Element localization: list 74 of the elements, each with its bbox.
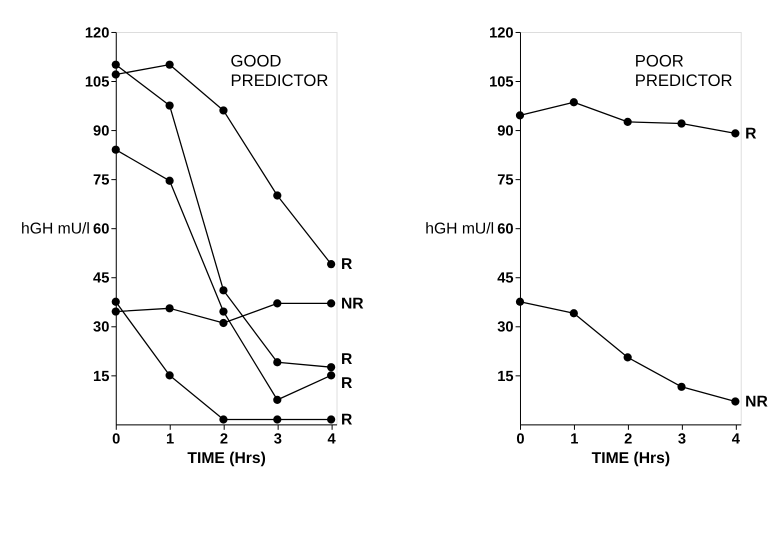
point	[273, 396, 282, 404]
point	[112, 60, 120, 69]
point	[219, 415, 228, 424]
series-label: R	[745, 125, 757, 142]
text: GOOD PREDICTOR	[230, 51, 328, 90]
x-tick-label: 1	[166, 432, 174, 448]
point	[219, 307, 228, 316]
point	[273, 358, 282, 366]
point	[327, 299, 336, 308]
y-tick-label: 75	[93, 172, 110, 189]
point	[677, 382, 686, 391]
point	[731, 397, 740, 406]
x-tick-label: 1	[570, 432, 578, 448]
series-label: NR	[745, 393, 768, 410]
series-label: R	[340, 375, 352, 392]
y-tick-label: 105	[489, 74, 514, 90]
y-tick-label: 60	[497, 222, 514, 238]
point	[112, 70, 120, 79]
point	[166, 101, 174, 110]
point	[112, 146, 120, 154]
point	[273, 299, 282, 308]
series-label: NR	[340, 295, 364, 312]
text: POOR PREDICTOR	[634, 51, 733, 90]
y-tick-label: 60	[93, 222, 110, 238]
series-label: R	[340, 256, 352, 274]
point	[112, 298, 120, 306]
x-axis-title: TIME (Hrs)	[592, 450, 670, 468]
point	[273, 415, 282, 424]
point	[219, 318, 228, 328]
point	[570, 309, 578, 318]
x-axis-title: TIME (Hrs)	[187, 450, 266, 468]
x-tick-label: 2	[624, 432, 632, 448]
point	[624, 118, 632, 126]
point	[166, 176, 174, 185]
point	[624, 353, 632, 362]
point	[516, 298, 524, 306]
y-axis-title: hGH mU/l	[21, 220, 90, 238]
point	[327, 415, 336, 424]
y-tick-label: 105	[84, 74, 110, 90]
y-tick-label: 45	[93, 270, 110, 287]
y-axis-title: hGH mU/l	[425, 220, 494, 238]
y-tick-label: 90	[93, 123, 110, 140]
x-tick-label: 4	[732, 432, 741, 448]
x-tick-label: 4	[328, 432, 337, 448]
y-tick-label: 45	[497, 270, 514, 287]
series-label: R	[340, 411, 352, 428]
point	[327, 371, 336, 380]
point	[677, 119, 686, 128]
y-tick-label: 30	[93, 320, 110, 336]
x-tick-label: 0	[112, 432, 120, 448]
series-label: R	[340, 351, 352, 368]
y-tick-label: 15	[497, 368, 514, 385]
point	[112, 307, 120, 316]
point	[219, 106, 228, 115]
point	[166, 60, 174, 69]
point	[219, 286, 228, 294]
y-tick-label: 30	[497, 320, 514, 336]
point	[731, 129, 740, 138]
point	[516, 111, 524, 120]
x-tick-label: 3	[274, 432, 282, 448]
point	[166, 304, 174, 312]
y-tick-label: 15	[93, 368, 110, 385]
point	[273, 191, 282, 200]
y-tick-label: 120	[489, 25, 514, 42]
point	[327, 260, 336, 268]
x-tick-label: 3	[678, 432, 686, 448]
x-tick-label: 0	[516, 432, 525, 448]
y-tick-label: 75	[497, 172, 514, 189]
point	[166, 371, 174, 380]
point	[327, 363, 336, 372]
y-tick-label: 90	[497, 123, 514, 140]
x-tick-label: 2	[220, 432, 228, 448]
point	[570, 98, 578, 106]
y-tick-label: 120	[84, 25, 110, 42]
